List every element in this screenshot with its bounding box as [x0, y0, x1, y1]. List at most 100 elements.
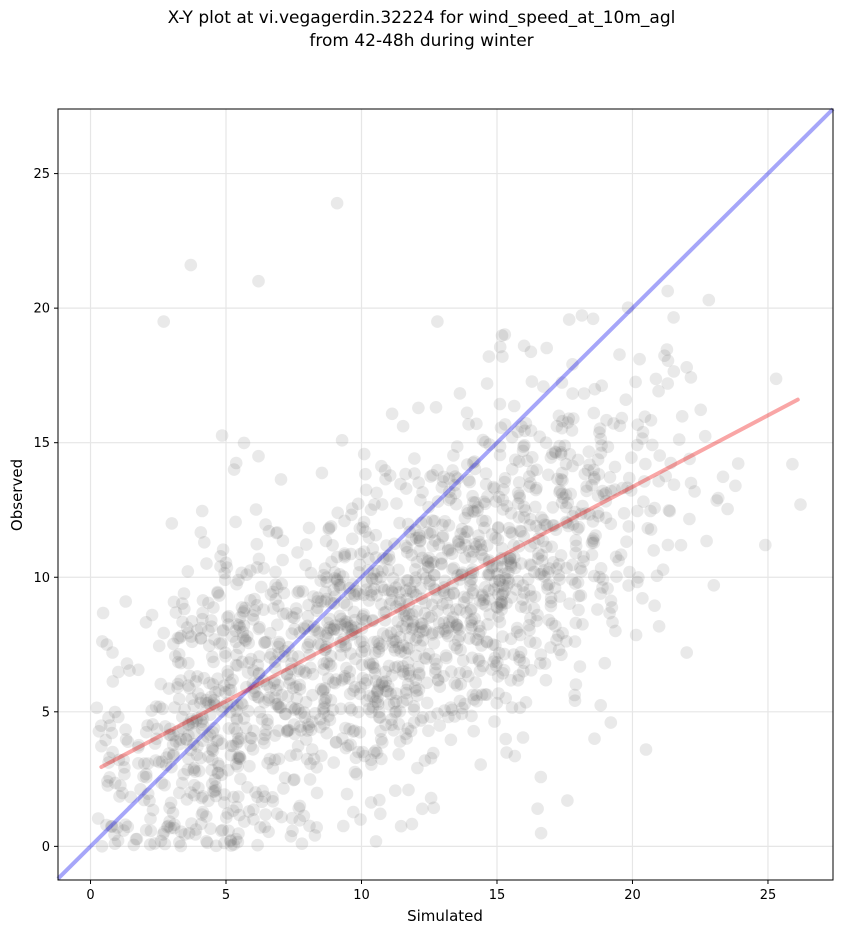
scatter-point — [232, 827, 245, 840]
scatter-point — [507, 399, 521, 413]
scatter-point — [494, 421, 508, 435]
scatter-point — [222, 824, 235, 838]
scatter-point — [542, 468, 555, 482]
scatter-point — [490, 696, 504, 710]
scatter-point — [214, 550, 227, 563]
scatter-point — [206, 725, 219, 739]
scatter-point — [174, 656, 188, 670]
scatter-point — [393, 516, 406, 530]
scatter-point — [543, 562, 556, 575]
scatter-point — [480, 688, 494, 701]
scatter-point — [371, 698, 385, 711]
scatter-point — [292, 584, 306, 598]
scatter-point — [495, 542, 509, 555]
scatter-point — [438, 574, 452, 588]
scatter-point — [293, 814, 307, 827]
scatter-point — [373, 793, 386, 807]
scatter-point — [594, 446, 608, 460]
scatter-point — [327, 622, 341, 636]
scatter-point — [408, 452, 421, 465]
scatter-point — [389, 784, 402, 797]
scatter-point — [340, 661, 353, 675]
scatter-point — [588, 732, 601, 745]
scatter-point — [566, 358, 579, 371]
scatter-point — [389, 635, 403, 648]
scatter-point — [652, 620, 666, 633]
scatter-point — [460, 606, 473, 619]
scatter-point — [301, 619, 314, 633]
scatter-point — [500, 579, 514, 593]
scatter-point — [513, 701, 527, 715]
scatter-point — [587, 532, 600, 545]
scatter-point — [375, 580, 389, 594]
scatter-point — [143, 794, 156, 808]
scatter-point — [235, 696, 248, 710]
scatter-point — [409, 571, 423, 584]
scatter-point — [489, 531, 502, 545]
scatter-point — [420, 515, 433, 528]
scatter-point — [224, 683, 238, 697]
scatter-point — [488, 715, 501, 728]
scatter-point — [327, 623, 341, 636]
scatter-point — [266, 791, 279, 804]
scatter-point — [450, 603, 463, 616]
scatter-point — [150, 722, 164, 736]
scatter-point — [253, 621, 266, 634]
scatter-point — [558, 439, 572, 453]
scatter-point — [489, 639, 502, 652]
scatter-point — [229, 515, 242, 529]
scatter-point — [524, 664, 538, 677]
scatter-point — [577, 555, 590, 568]
scatter-point — [488, 575, 502, 589]
scatter-point — [320, 726, 334, 740]
scatter-point — [394, 819, 408, 833]
scatter-point — [378, 614, 392, 627]
scatter-point — [148, 737, 162, 750]
scatter-point — [475, 548, 488, 561]
scatter-point — [412, 401, 425, 415]
scatter-point — [574, 589, 588, 602]
scatter-point — [367, 661, 380, 674]
scatter-point — [702, 293, 716, 307]
scatter-point — [586, 534, 600, 547]
scatter-point — [236, 655, 249, 669]
scatter-point — [688, 485, 701, 498]
scatter-point — [244, 731, 257, 745]
scatter-point — [216, 543, 230, 556]
scatter-point — [306, 667, 320, 681]
scatter-point — [117, 824, 130, 837]
scatter-point — [321, 626, 334, 640]
scatter-point — [427, 569, 441, 582]
scatter-point — [226, 739, 240, 753]
scatter-point — [585, 478, 598, 492]
scatter-point — [694, 403, 707, 417]
scatter-point — [569, 534, 583, 547]
scatter-point — [425, 610, 438, 623]
scatter-point — [319, 534, 333, 548]
scatter-point — [433, 719, 447, 732]
scatter-point — [216, 823, 230, 837]
scatter-point — [636, 432, 649, 445]
scatter-point — [105, 820, 119, 833]
scatter-point — [429, 666, 442, 679]
scatter-point — [416, 486, 429, 499]
scatter-point — [644, 523, 658, 536]
scatter-point — [487, 583, 501, 596]
scatter-point — [523, 480, 536, 493]
scatter-point — [502, 554, 515, 567]
scatter-point — [445, 547, 459, 560]
scatter-point — [252, 552, 266, 566]
scatter-point — [196, 712, 210, 726]
scatter-point — [517, 339, 531, 353]
scatter-point — [221, 763, 235, 777]
scatter-point — [519, 696, 533, 709]
x-tick-label: 20 — [624, 888, 641, 903]
scatter-point — [458, 531, 471, 544]
scatter-point — [649, 372, 663, 386]
x-tick-label: 15 — [489, 888, 506, 903]
scatter-point — [331, 506, 345, 520]
scatter-point — [314, 638, 328, 651]
scatter-point — [473, 535, 486, 549]
scatter-point — [406, 585, 420, 599]
scatter-point — [213, 637, 226, 650]
